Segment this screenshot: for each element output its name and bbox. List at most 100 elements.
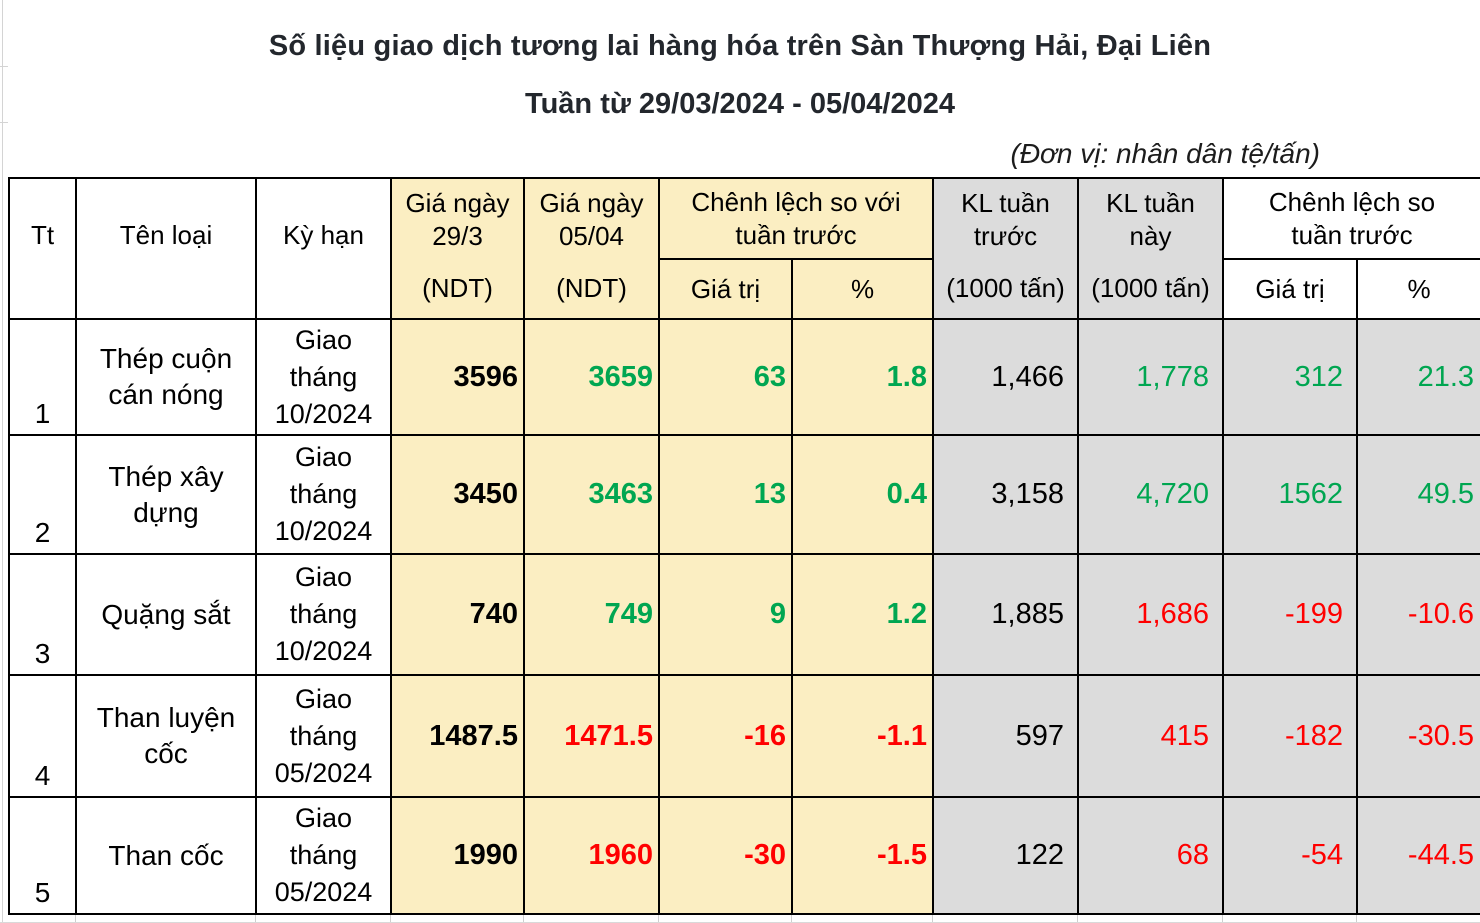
diff-price-pct-cell: 1.2 [791,553,934,676]
contract-term-cell: Giao tháng 10/2024 [255,434,392,555]
header-cell-value-2: Giá trị [1222,258,1358,320]
sheet-gridline-stub [658,913,659,922]
diff-volume-pct-cell: 21.3 [1355,318,1480,436]
table-row: 3 Quặng sắt Giao tháng 10/2024 740 749 9… [8,553,1480,676]
diff-price-pct-cell: 1.8 [791,318,934,436]
text-line: tháng [289,840,358,870]
diff-volume-value-cell: -54 [1222,796,1358,915]
diff-volume-value-cell: -199 [1222,553,1358,676]
diff-price-pct-cell: -1.1 [791,674,934,798]
text-line: 10/2024 [274,516,373,546]
text-line: 05/04 [558,220,625,251]
diff-price-value-cell: -30 [658,796,793,915]
header-cell-pct-1: % [791,258,934,320]
volume-this-cell: 4,720 [1077,434,1224,555]
text-line: tháng [289,720,358,751]
row-index-cell: 1 [8,318,77,436]
text-line: này [1129,220,1172,251]
text-line: Giá ngày [539,187,644,218]
text-line: Chênh lệch so với [691,186,901,217]
sheet-gridline-stub [523,913,524,922]
text-line: 29/3 [432,220,483,251]
text-line: Giao [294,442,353,472]
price-29-3-cell: 740 [390,553,525,676]
text-line: tuần trước [1291,219,1413,250]
text-line: Chênh lệch so [1268,186,1436,217]
diff-volume-pct-cell: 49.5 [1355,434,1480,555]
volume-this-cell: 415 [1077,674,1224,798]
text-line: dựng [133,496,199,528]
futures-table: Tt Tên loại Kỳ hạn Giá ngày 29/3 (NDT) G… [8,177,1480,915]
text-line: tháng [289,599,358,629]
text-line: Giao [294,683,353,714]
sheet-gridline-stub [791,913,792,922]
diff-price-value-cell: 13 [658,434,793,555]
text-line: Giao [294,803,353,833]
row-index-cell: 2 [8,434,77,555]
unit-note: (Đơn vị: nhân dân tệ/tấn) [1010,138,1320,169]
price-29-3-cell: 1487.5 [390,674,525,798]
diff-volume-value-cell: -182 [1222,674,1358,798]
text-line: 10/2024 [274,636,373,666]
sheet-gridline-tick [0,122,8,123]
text-line: 05/2024 [274,757,373,788]
contract-term-cell: Giao tháng 05/2024 [255,674,392,798]
header-cell-volume-prev: KL tuần trước (1000 tấn) [932,177,1079,320]
diff-price-pct-cell: -1.5 [791,796,934,915]
sheet-gridline-stub [1356,913,1357,922]
price-05-04-cell: 1960 [523,796,660,915]
diff-volume-pct-cell: -30.5 [1355,674,1480,798]
commodity-name-cell: Than cốc [75,796,257,915]
sheet-gridline-vertical [2,0,3,923]
text-line: Than luyện [96,702,236,733]
text-line: Giá ngày [405,187,510,218]
contract-term-cell: Giao tháng 10/2024 [255,553,392,676]
text-line: Giao [294,562,353,592]
text-line: tuần trước [735,219,857,250]
header-cell-diff-price: Chênh lệch so với tuần trước [658,177,934,260]
text-line: (NDT) [422,272,493,303]
table-row: 1 Thép cuộn cán nóng Giao tháng 10/2024 … [8,318,1480,436]
price-05-04-cell: 749 [523,553,660,676]
diff-price-value-cell: 9 [658,553,793,676]
text-line: (1000 tấn) [946,272,1065,303]
sheet-gridline-stub [255,913,256,922]
sheet-gridline-tick [0,66,8,67]
volume-prev-cell: 122 [932,796,1079,915]
table-row: 2 Thép xây dựng Giao tháng 10/2024 3450 … [8,434,1480,555]
text-line: Than cốc [108,839,224,871]
diff-price-pct-cell: 0.4 [791,434,934,555]
header-cell-diff-volume: Chênh lệch so tuần trước [1221,177,1480,260]
text-line: (NDT) [556,272,627,303]
price-29-3-cell: 3450 [390,434,525,555]
diff-volume-pct-cell: -44.5 [1355,796,1480,915]
table-row: 5 Than cốc Giao tháng 05/2024 1990 1960 … [8,796,1480,915]
text-line: tháng [289,361,358,392]
diff-volume-value-cell: 1562 [1222,434,1358,555]
text-line: Quặng sắt [101,598,231,630]
commodity-name-cell: Quặng sắt [75,553,257,676]
volume-this-cell: 68 [1077,796,1224,915]
price-05-04-cell: 1471.5 [523,674,660,798]
price-29-3-cell: 3596 [390,318,525,436]
page-title: Số liệu giao dịch tương lai hàng hóa trê… [268,30,1212,62]
header-cell-name: Tên loại [75,177,257,320]
text-line: Giao [294,324,353,355]
row-index-cell: 5 [8,796,77,915]
volume-prev-cell: 1,885 [932,553,1079,676]
row-index-cell: 3 [8,553,77,676]
diff-price-value-cell: -16 [658,674,793,798]
commodity-name-cell: Than luyện cốc [75,674,257,798]
text-line: Thép xây [108,460,224,492]
header-cell-pct-2: % [1355,258,1480,320]
text-line: Thép cuộn [99,343,233,374]
diff-price-value-cell: 63 [658,318,793,436]
sheet-gridline-stub [932,913,933,922]
page-subtitle: Tuần từ 29/03/2024 - 05/04/2024 [525,88,955,120]
price-05-04-cell: 3659 [523,318,660,436]
commodity-name-cell: Thép cuộn cán nóng [75,318,257,436]
text-line: 10/2024 [274,398,373,429]
price-05-04-cell: 3463 [523,434,660,555]
header-cell-tt: Tt [8,177,77,320]
table-row: 4 Than luyện cốc Giao tháng 05/2024 1487… [8,674,1480,798]
